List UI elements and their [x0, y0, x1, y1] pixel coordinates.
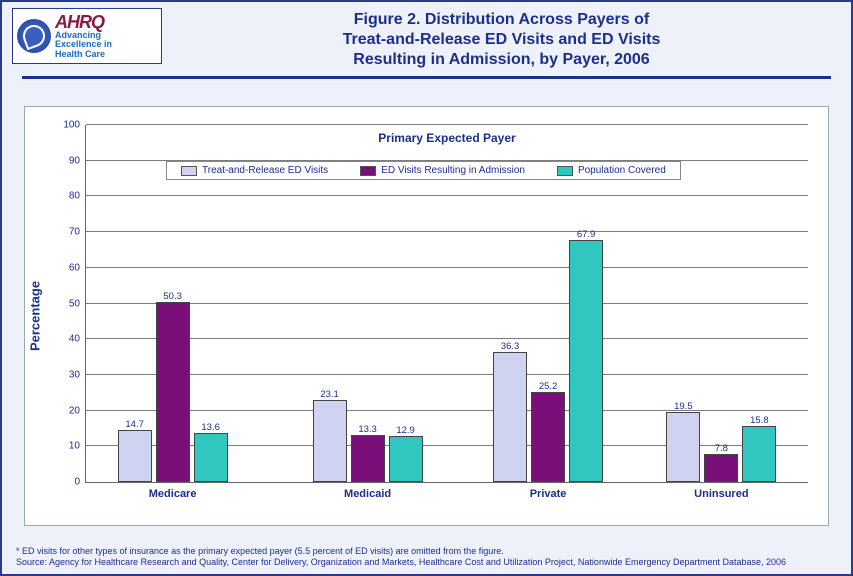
bar: 36.3 — [493, 352, 527, 482]
hhs-seal-icon — [17, 19, 51, 53]
bar-value-label: 13.6 — [201, 422, 220, 434]
y-tick: 30 — [69, 369, 86, 380]
bar-value-label: 14.7 — [125, 419, 144, 431]
y-tick: 50 — [69, 298, 86, 309]
bar-value-label: 7.8 — [715, 443, 728, 455]
bar-value-label: 67.9 — [577, 229, 596, 241]
bar: 23.1 — [313, 400, 347, 482]
bar-value-label: 25.2 — [539, 381, 558, 393]
header-row: AHRQ Advancing Excellence in Health Care… — [2, 2, 851, 70]
bar: 25.2 — [531, 392, 565, 482]
bar-value-label: 19.5 — [674, 401, 693, 413]
title-line-3: Resulting in Admission, by Payer, 2006 — [162, 50, 841, 70]
y-tick: 80 — [69, 191, 86, 202]
bar: 50.3 — [156, 302, 190, 482]
bar-value-label: 23.1 — [320, 389, 339, 401]
bar-value-label: 36.3 — [501, 341, 520, 353]
bar: 13.3 — [351, 435, 385, 482]
bar-group: 36.325.267.9 — [493, 125, 603, 482]
x-category-label: Medicare — [123, 482, 223, 500]
bar: 19.5 — [666, 412, 700, 482]
x-category-label: Private — [498, 482, 598, 500]
x-category-label: Medicaid — [318, 482, 418, 500]
legend: Treat-and-Release ED VisitsED Visits Res… — [166, 161, 681, 180]
footnote-2: Source: Agency for Healthcare Research a… — [16, 557, 837, 568]
figure-frame: AHRQ Advancing Excellence in Health Care… — [0, 0, 853, 576]
y-tick: 90 — [69, 155, 86, 166]
y-tick: 60 — [69, 262, 86, 273]
footnote-1: * ED visits for other types of insurance… — [16, 546, 837, 557]
chart-panel: Percentage Primary Expected Payer Treat-… — [24, 106, 829, 526]
title-line-2: Treat-and-Release ED Visits and ED Visit… — [162, 30, 841, 50]
bar: 67.9 — [569, 240, 603, 482]
y-axis-label: Percentage — [28, 281, 43, 351]
bar-group: 23.113.312.9 — [313, 125, 423, 482]
plot-area: Primary Expected Payer Treat-and-Release… — [85, 125, 808, 483]
bar-value-label: 15.8 — [750, 415, 769, 427]
y-tick: 40 — [69, 334, 86, 345]
bar-value-label: 12.9 — [396, 425, 415, 437]
bar-value-label: 50.3 — [163, 291, 182, 303]
bar-group: 14.750.313.6 — [118, 125, 228, 482]
header-rule — [22, 76, 831, 79]
y-tick: 100 — [63, 120, 86, 131]
y-tick: 70 — [69, 227, 86, 238]
bar: 14.7 — [118, 430, 152, 482]
bar-group: 19.57.815.8 — [666, 125, 776, 482]
bar: 12.9 — [389, 436, 423, 482]
footnotes: * ED visits for other types of insurance… — [16, 546, 837, 569]
bar: 7.8 — [704, 454, 738, 482]
figure-title: Figure 2. Distribution Across Payers of … — [162, 8, 841, 70]
y-tick: 20 — [69, 405, 86, 416]
y-tick: 10 — [69, 441, 86, 452]
ahrq-logo-box: AHRQ Advancing Excellence in Health Care — [12, 8, 162, 64]
y-tick: 0 — [74, 477, 86, 488]
bar: 13.6 — [194, 433, 228, 482]
bar: 15.8 — [742, 426, 776, 482]
x-category-label: Uninsured — [671, 482, 771, 500]
bar-value-label: 13.3 — [358, 424, 377, 436]
title-line-1: Figure 2. Distribution Across Payers of — [162, 10, 841, 30]
ahrq-tagline-3: Health Care — [55, 50, 112, 59]
ahrq-brand: AHRQ — [55, 13, 112, 31]
ahrq-text: AHRQ Advancing Excellence in Health Care — [55, 13, 112, 59]
